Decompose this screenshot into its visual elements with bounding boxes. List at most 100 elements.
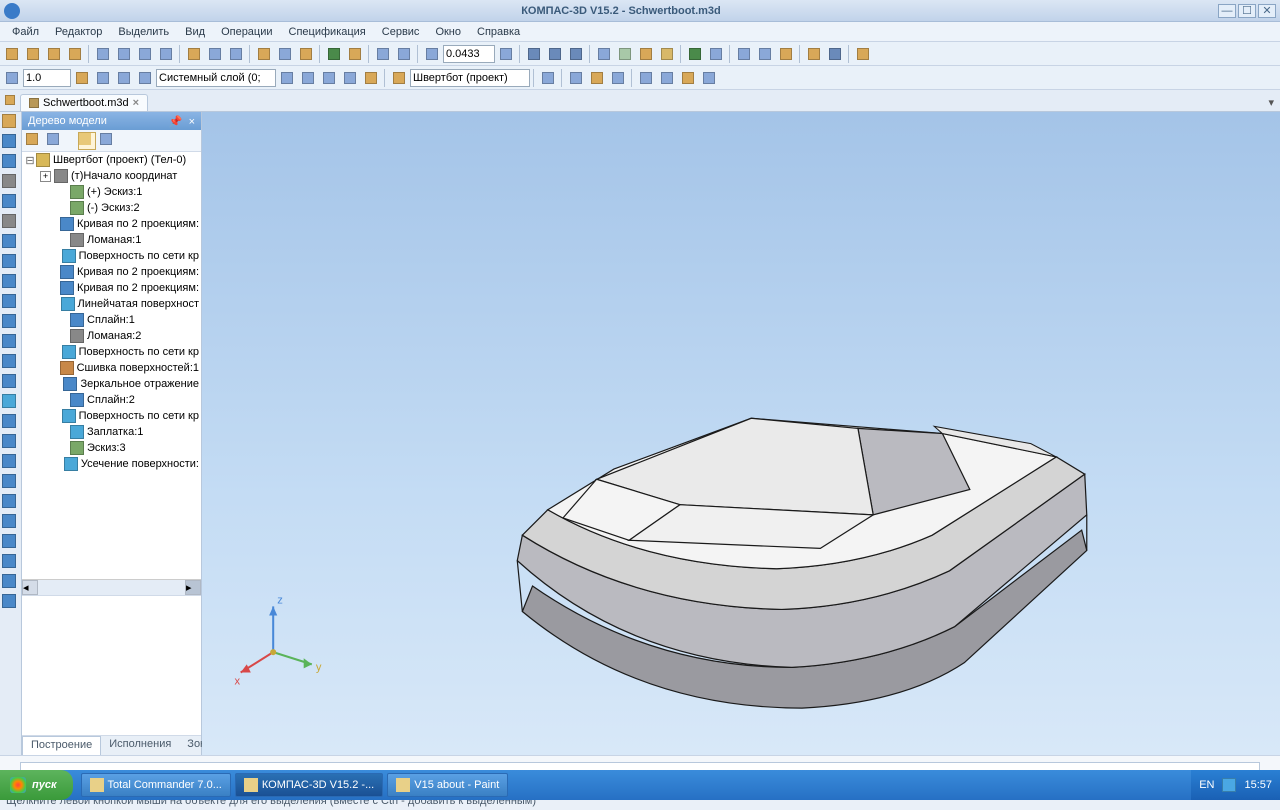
tree-item-6[interactable]: Кривая по 2 проекциям:: [22, 264, 201, 280]
tb1-btn-5[interactable]: [114, 44, 134, 64]
tb2c-4[interactable]: [636, 68, 656, 88]
menu-Спецификация[interactable]: Спецификация: [281, 24, 374, 40]
tb2c-1[interactable]: [566, 68, 586, 88]
strip-tool-6[interactable]: [2, 234, 20, 252]
system-tray[interactable]: EN 15:57: [1191, 770, 1280, 800]
proj-icon[interactable]: [389, 68, 409, 88]
menu-Выделить[interactable]: Выделить: [110, 24, 177, 40]
tb1-btn-17[interactable]: [394, 44, 414, 64]
tb1-btn-2[interactable]: [44, 44, 64, 64]
tb2a-3[interactable]: [135, 68, 155, 88]
tb1-btn-0[interactable]: [2, 44, 22, 64]
tb2c-5[interactable]: [657, 68, 677, 88]
menu-Редактор[interactable]: Редактор: [47, 24, 110, 40]
panel-tab-Исполнения[interactable]: Исполнения: [101, 736, 179, 755]
tabs-dropdown[interactable]: ▾: [1262, 94, 1280, 111]
strip-tool-5[interactable]: [2, 214, 20, 232]
tree-root[interactable]: ⊟Швертбот (проект) (Тел-0): [22, 152, 201, 168]
strip-tool-1[interactable]: [2, 134, 20, 152]
tb2b-2[interactable]: [319, 68, 339, 88]
strip-tool-11[interactable]: [2, 334, 20, 352]
tab-home-icon[interactable]: [2, 92, 18, 108]
tb2b-3[interactable]: [340, 68, 360, 88]
strip-tool-14[interactable]: [2, 394, 20, 412]
strip-tool-20[interactable]: [2, 514, 20, 532]
tb1-post-13[interactable]: [825, 44, 845, 64]
tb1-post-12[interactable]: [804, 44, 824, 64]
tb2b-0[interactable]: [277, 68, 297, 88]
tab-close-icon[interactable]: ×: [133, 97, 139, 109]
tray-icon[interactable]: [1222, 778, 1236, 792]
tree-tool-1[interactable]: [25, 132, 43, 150]
panel-tab-Построение[interactable]: Построение: [22, 736, 101, 755]
tb1-post-3[interactable]: [594, 44, 614, 64]
strip-tool-3[interactable]: [2, 174, 20, 192]
menu-Справка[interactable]: Справка: [469, 24, 528, 40]
tb1-btn-4[interactable]: [93, 44, 113, 64]
tree-item-8[interactable]: Линейчатая поверхност: [22, 296, 201, 312]
menu-Вид[interactable]: Вид: [177, 24, 213, 40]
tree-item-17[interactable]: Эскиз:3: [22, 440, 201, 456]
panel-close-icon[interactable]: ×: [189, 116, 195, 128]
scroll-left[interactable]: ◂: [22, 580, 38, 595]
tb1-post-14[interactable]: [853, 44, 873, 64]
task-item-1[interactable]: КОМПАС-3D V15.2 -...: [235, 773, 383, 797]
tree-item-14[interactable]: Сплайн:2: [22, 392, 201, 408]
tb1-post-1[interactable]: [545, 44, 565, 64]
tb1-post-0[interactable]: [524, 44, 544, 64]
tb2a-0[interactable]: [72, 68, 92, 88]
tree-item-11[interactable]: Поверхность по сети кр: [22, 344, 201, 360]
strip-tool-22[interactable]: [2, 554, 20, 572]
strip-tool-19[interactable]: [2, 494, 20, 512]
tree-item-1[interactable]: (+) Эскиз:1: [22, 184, 201, 200]
lang-indicator[interactable]: EN: [1199, 779, 1214, 791]
tb2c-7[interactable]: [699, 68, 719, 88]
layer-combo[interactable]: [156, 69, 276, 87]
tb1-post-9[interactable]: [734, 44, 754, 64]
scale-input[interactable]: [23, 69, 71, 87]
tb1-btn-12[interactable]: [275, 44, 295, 64]
tb1-btn-8[interactable]: [184, 44, 204, 64]
tree-item-3[interactable]: Кривая по 2 проекциям:: [22, 216, 201, 232]
tb2-anchor[interactable]: [2, 68, 22, 88]
strip-tool-23[interactable]: [2, 574, 20, 592]
tree-item-12[interactable]: Сшивка поверхностей:1: [22, 360, 201, 376]
tb2c-2[interactable]: [587, 68, 607, 88]
panel-pin-icon[interactable]: 📌: [169, 116, 183, 128]
strip-tool-2[interactable]: [2, 154, 20, 172]
zoom-dropdown[interactable]: [496, 44, 516, 64]
tb1-btn-3[interactable]: [65, 44, 85, 64]
tb1-btn-16[interactable]: [373, 44, 393, 64]
tb2b-4[interactable]: [361, 68, 381, 88]
strip-tool-24[interactable]: [2, 594, 20, 612]
menu-Окно[interactable]: Окно: [427, 24, 469, 40]
close-button[interactable]: ✕: [1258, 4, 1276, 18]
tb1-btn-7[interactable]: [156, 44, 176, 64]
tb1-btn-14[interactable]: [324, 44, 344, 64]
strip-tool-21[interactable]: [2, 534, 20, 552]
strip-tool-10[interactable]: [2, 314, 20, 332]
tb2c-3[interactable]: [608, 68, 628, 88]
tb2a-2[interactable]: [114, 68, 134, 88]
tree-item-9[interactable]: Сплайн:1: [22, 312, 201, 328]
tb1-btn-1[interactable]: [23, 44, 43, 64]
start-button[interactable]: пуск: [0, 770, 73, 800]
tb1-post-11[interactable]: [776, 44, 796, 64]
strip-tool-18[interactable]: [2, 474, 20, 492]
tree-item-5[interactable]: Поверхность по сети кр: [22, 248, 201, 264]
project-combo[interactable]: [410, 69, 530, 87]
tb2c-0[interactable]: [538, 68, 558, 88]
strip-tool-16[interactable]: [2, 434, 20, 452]
tree-item-16[interactable]: Заплатка:1: [22, 424, 201, 440]
minimize-button[interactable]: —: [1218, 4, 1236, 18]
strip-tool-12[interactable]: [2, 354, 20, 372]
scroll-right[interactable]: ▸: [185, 580, 201, 595]
tree-item-0[interactable]: +(т)Начало координат: [22, 168, 201, 184]
tb1-post-7[interactable]: [685, 44, 705, 64]
tb1-btn-15[interactable]: [345, 44, 365, 64]
tb1-btn-6[interactable]: [135, 44, 155, 64]
strip-tool-8[interactable]: [2, 274, 20, 292]
tb1-post-10[interactable]: [755, 44, 775, 64]
tb1-btn-9[interactable]: [205, 44, 225, 64]
tb2b-1[interactable]: [298, 68, 318, 88]
